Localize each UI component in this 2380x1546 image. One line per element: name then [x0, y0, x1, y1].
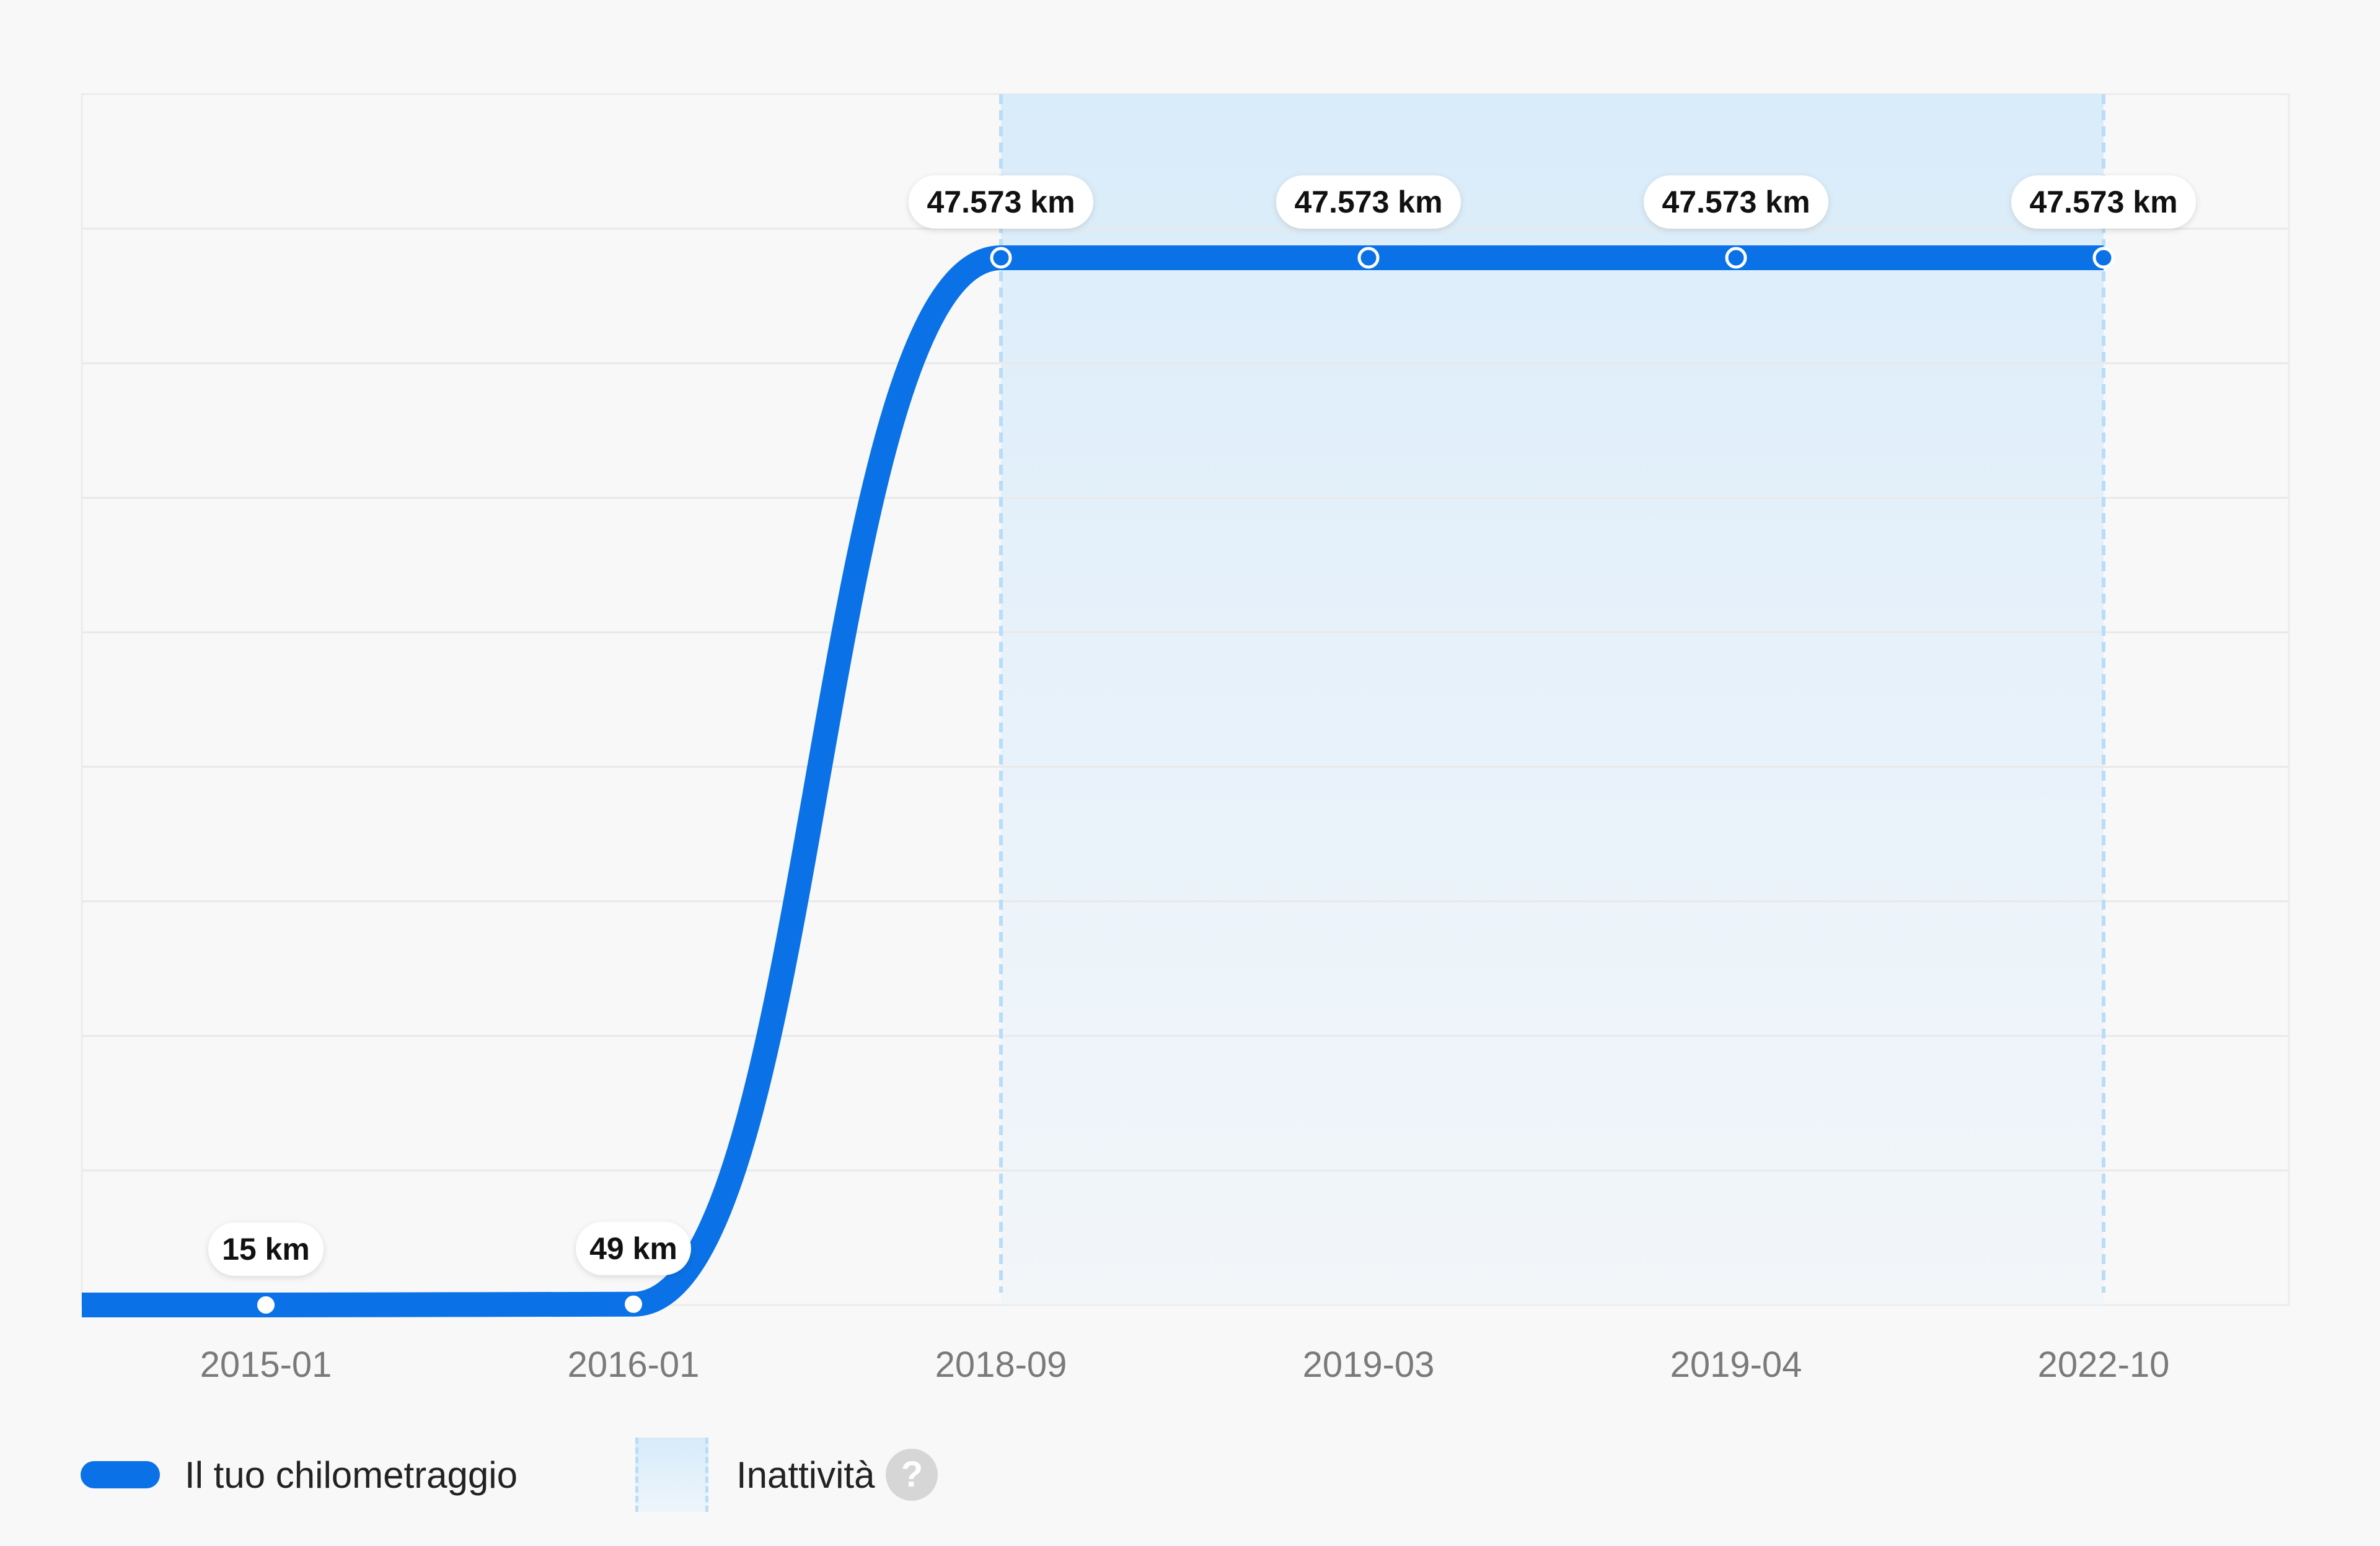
legend-item-mileage[interactable]: Il tuo chilometraggio	[81, 1444, 518, 1506]
data-label: 47.573 km	[927, 185, 1075, 219]
data-label: 47.573 km	[1662, 185, 1810, 219]
data-point	[253, 1293, 278, 1317]
x-tick-label: 2019-03	[1303, 1345, 1435, 1385]
data-label: 15 km	[222, 1232, 310, 1267]
legend-area-swatch	[635, 1438, 708, 1512]
data-label: 47.573 km	[1294, 185, 1442, 219]
x-tick-label: 2022-10	[2038, 1345, 2170, 1385]
data-label-bg	[909, 175, 1093, 229]
x-tick-label: 2019-04	[1670, 1345, 1802, 1385]
data-point	[1357, 247, 1380, 269]
help-icon[interactable]: ?	[886, 1449, 938, 1501]
inactivity-band	[1001, 94, 2104, 1305]
data-label-bg	[208, 1223, 324, 1276]
x-tick-label: 2018-09	[935, 1345, 1067, 1385]
data-point	[1725, 247, 1747, 269]
data-label-bg	[576, 1221, 691, 1275]
data-point	[990, 247, 1012, 269]
x-tick-label: 2016-01	[568, 1345, 700, 1385]
x-tick-label: 2015-01	[200, 1345, 332, 1385]
legend-label-mileage: Il tuo chilometraggio	[185, 1454, 518, 1496]
data-point	[2092, 247, 2115, 269]
data-label: 49 km	[589, 1231, 677, 1266]
data-label: 47.573 km	[2029, 185, 2177, 219]
chart-svg: 15 km 49 km 47.573 km 47.573 km 47.573 km 47.…	[81, 93, 2290, 1385]
legend: Il tuo chilometraggio Inattività ?	[81, 1438, 1072, 1512]
legend-label-inactivity: Inattività	[736, 1454, 875, 1496]
data-label-bg	[2011, 175, 2196, 229]
legend-item-inactivity[interactable]: Inattività ?	[635, 1438, 938, 1512]
data-label-bg	[1276, 175, 1461, 229]
data-point	[621, 1291, 646, 1317]
data-label-bg	[1644, 175, 1828, 229]
legend-line-swatch	[81, 1461, 160, 1488]
